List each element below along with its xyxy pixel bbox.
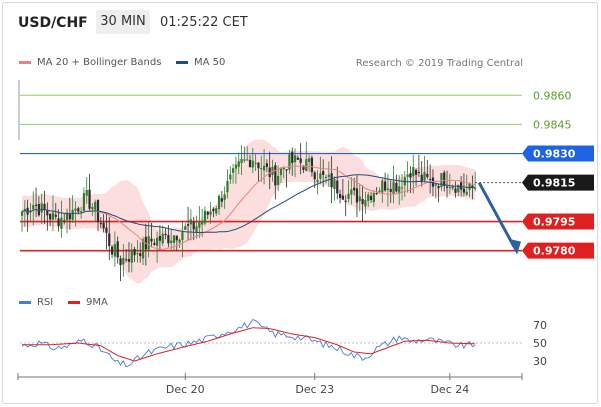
legend-ma20-swatch [19,61,31,64]
legend-ma20-label: MA 20 + Bollinger Bands [37,57,162,68]
symbol-title: USD/CHF [18,15,88,31]
legend-rsi: RSI [19,297,53,308]
legend-9ma-swatch [68,301,80,304]
legend-9ma-label: 9MA [86,297,108,308]
chart-header: USD/CHF 30 MIN 01:25:22 CET [0,0,601,44]
legend-rsi-swatch [19,301,31,304]
legend-ma20: MA 20 + Bollinger Bands [19,57,161,68]
timestamp: 01:25:22 CET [160,15,248,30]
credit-text: Research © 2019 Trading Central [355,58,523,69]
legend-rsi-label: RSI [37,297,54,308]
timeframe-badge[interactable]: 30 MIN [96,10,150,34]
legend-ma50-swatch [176,61,188,64]
legend-9ma: 9MA [68,297,108,308]
legend-ma50: MA 50 [176,57,225,68]
legend-ma50-label: MA 50 [194,57,226,68]
